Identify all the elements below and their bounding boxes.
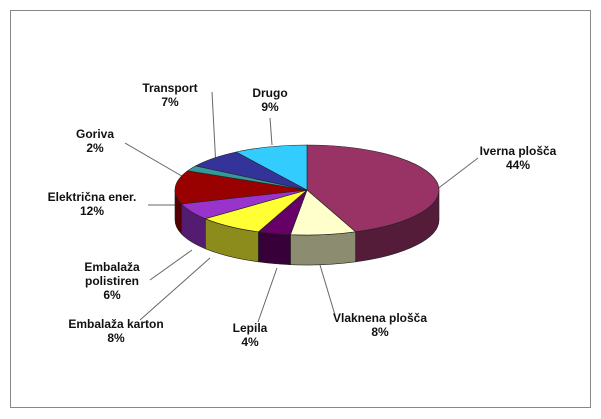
slice — [235, 144, 308, 191]
slice — [306, 144, 440, 233]
leader-line — [319, 264, 336, 316]
leader-line — [257, 267, 278, 323]
leader-line — [124, 142, 193, 183]
leader-lines — [124, 91, 479, 323]
label-value: 2% — [86, 141, 104, 155]
label-value: 8% — [371, 325, 389, 339]
label-name: Embalaža karton — [68, 317, 164, 331]
label-value: 44% — [505, 158, 531, 172]
data-label: Transport 7% — [142, 81, 197, 109]
data-label: Električna ener. 12% — [48, 190, 137, 218]
data-label: Lepila 4% — [233, 321, 268, 349]
leader-line — [435, 157, 479, 191]
label-value: 6% — [103, 288, 121, 302]
slice-side — [258, 231, 291, 265]
label-value: 9% — [261, 100, 279, 114]
label-name: Vlaknena plošča — [332, 311, 428, 325]
leader-line — [149, 249, 193, 281]
data-label: Iverna plošča 44% — [480, 144, 557, 172]
data-label: Embalaža karton 8% — [68, 317, 163, 345]
label-name: Električna ener. — [47, 190, 137, 204]
label-name: Transport — [142, 81, 198, 95]
label-value: 7% — [161, 95, 179, 109]
data-label: Goriva 2% — [76, 127, 114, 155]
label-name: Drugo — [252, 86, 288, 100]
label-name: Iverna plošča — [479, 144, 557, 158]
label-name: Lepila — [232, 321, 268, 335]
data-label: Vlaknena plošča 8% — [333, 311, 427, 339]
label-name: Goriva — [75, 127, 115, 141]
data-label: Drugo 9% — [252, 86, 287, 114]
slice — [174, 170, 308, 205]
label-value: 12% — [79, 204, 105, 218]
leader-line — [269, 117, 273, 146]
data-label: Embalaža polistiren 6% — [77, 260, 147, 302]
leader-line — [139, 257, 211, 321]
leader-line — [211, 91, 217, 169]
label-name: Embalaža polistiren — [84, 260, 140, 288]
label-value: 4% — [241, 335, 259, 349]
label-value: 8% — [107, 331, 125, 345]
slice-side — [290, 231, 356, 266]
